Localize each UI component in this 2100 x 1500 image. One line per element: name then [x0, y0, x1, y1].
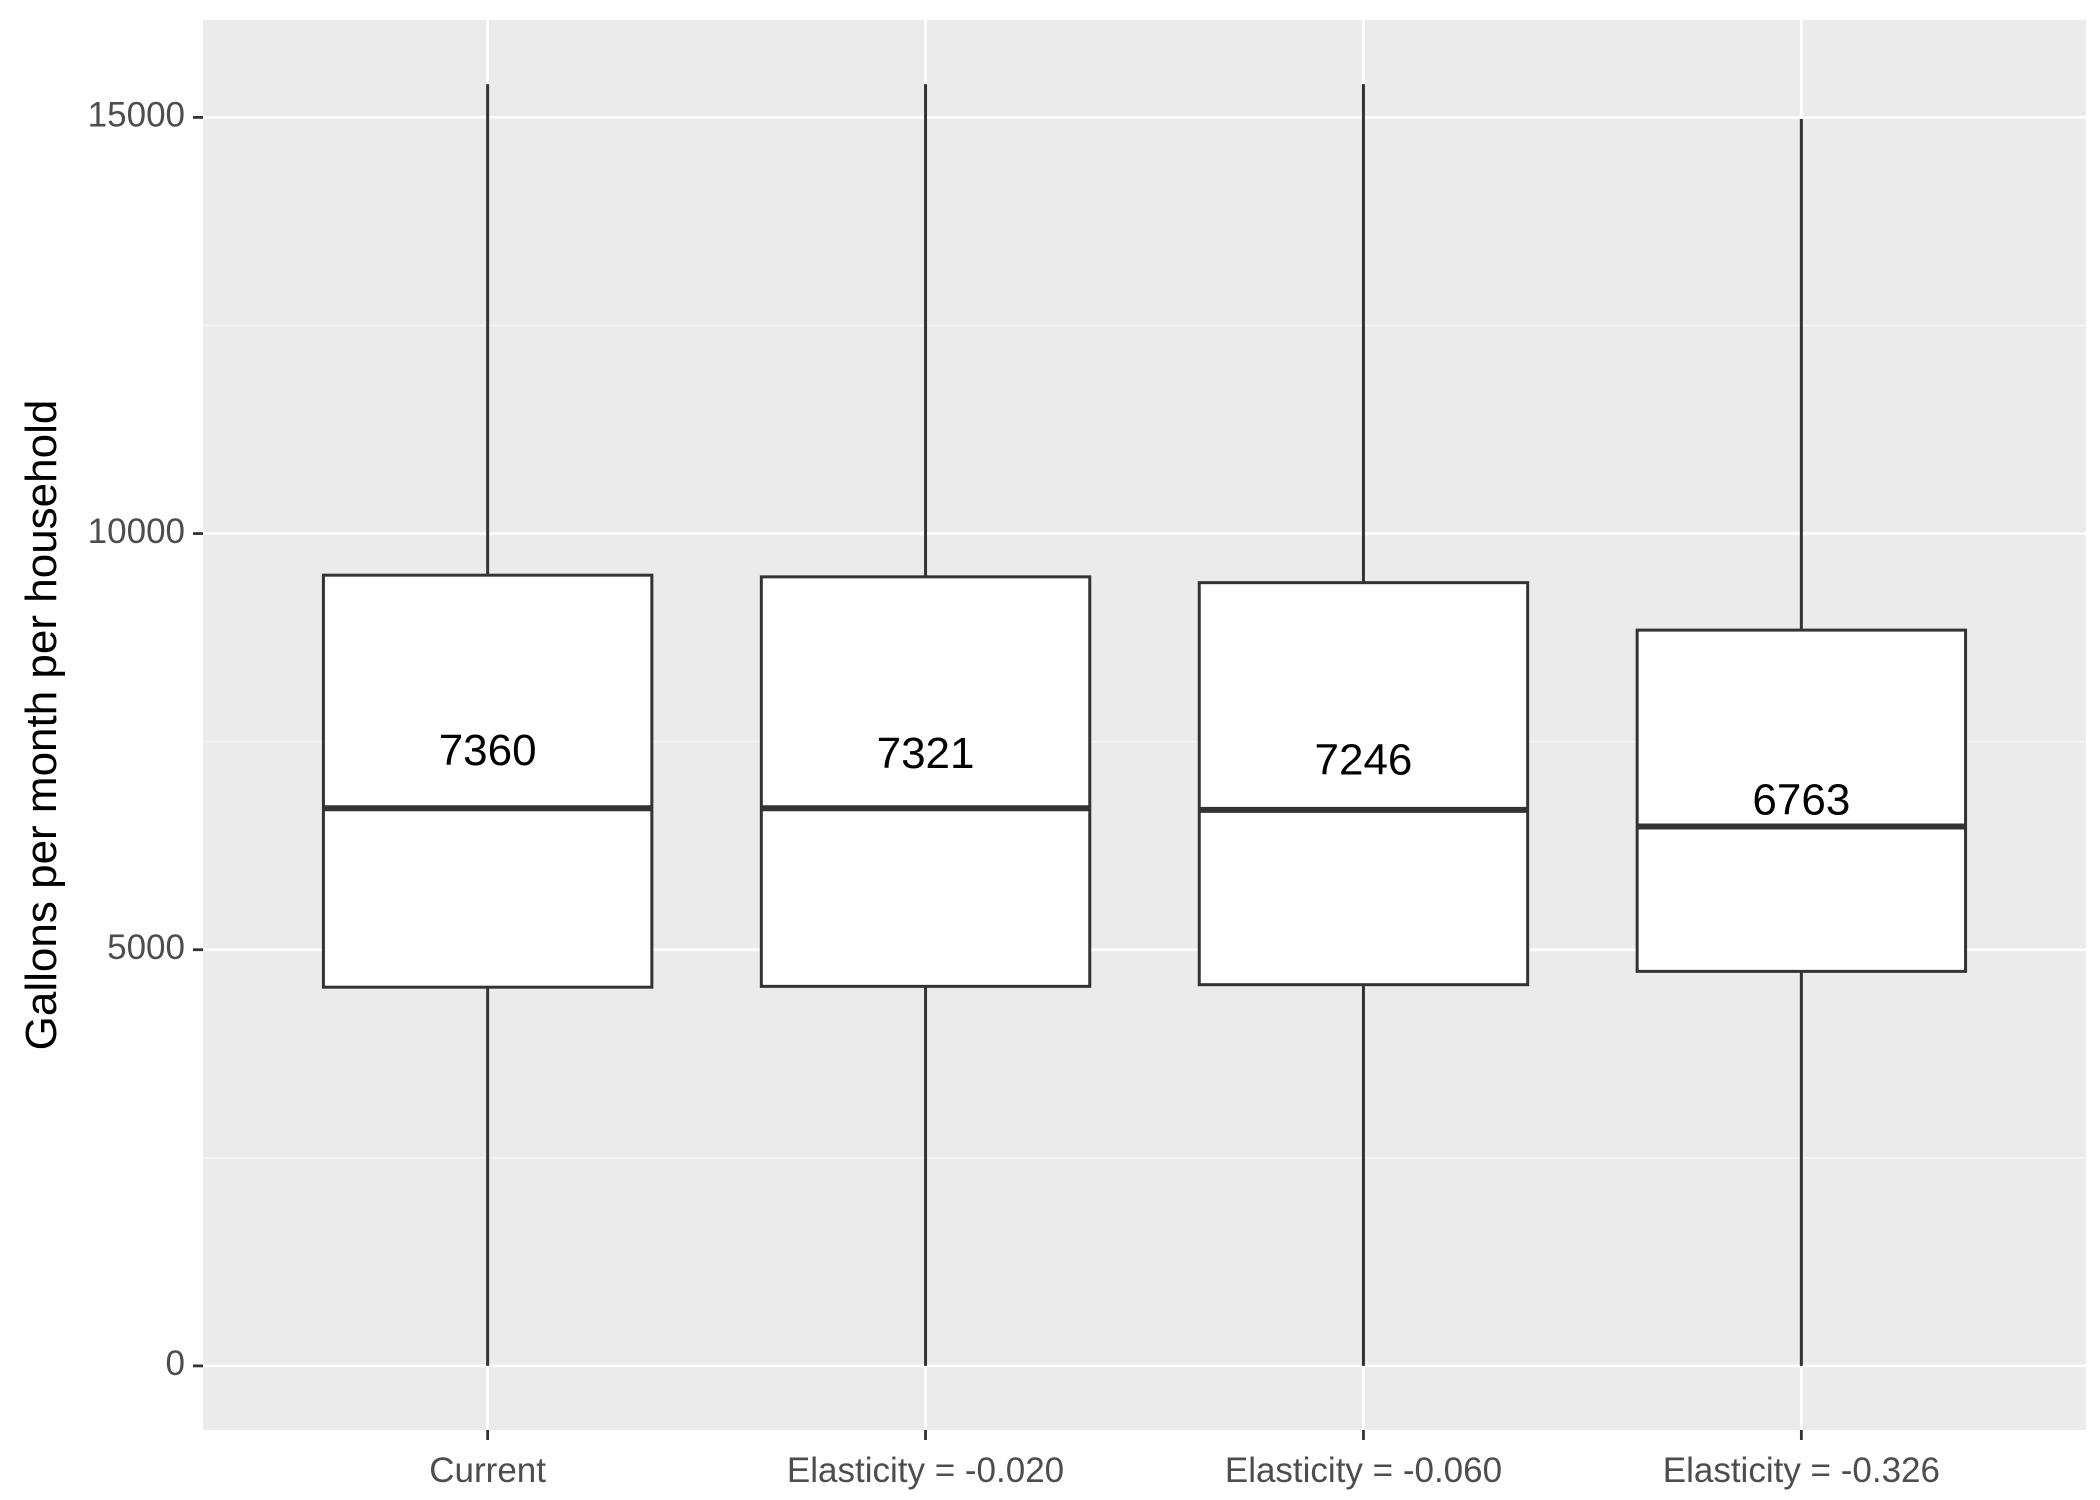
box-0: 7360 — [321, 84, 654, 1366]
box-body — [1635, 628, 1968, 973]
y-axis-label: Gallons per month per household — [17, 400, 66, 1051]
x-tick-label: Elasticity = -0.060 — [1225, 1451, 1502, 1490]
box-2: 7246 — [1197, 84, 1530, 1366]
y-tick-label: 10000 — [88, 512, 185, 551]
box-body — [1197, 581, 1530, 987]
y-axis: 0 5000 10000 15000 — [88, 96, 203, 1383]
y-tick-label: 5000 — [107, 928, 185, 967]
mean-value-label: 6763 — [1752, 776, 1850, 825]
x-tick-label: Current — [429, 1451, 546, 1490]
box-body — [321, 573, 654, 989]
x-tick-label: Elasticity = -0.326 — [1663, 1451, 1940, 1490]
mean-value-label: 7321 — [877, 729, 975, 778]
mean-value-label: 7246 — [1315, 735, 1413, 784]
x-tick-label: Elasticity = -0.020 — [787, 1451, 1064, 1490]
boxes: 7360 7321 7246 6763 — [321, 84, 1968, 1366]
x-axis: Current Elasticity = -0.020 Elasticity = -… — [429, 1430, 1940, 1490]
y-tick-label: 15000 — [88, 96, 185, 135]
mean-value-label: 7360 — [439, 726, 537, 775]
y-tick-label: 0 — [166, 1344, 185, 1383]
box-body — [759, 575, 1092, 988]
box-1: 7321 — [759, 84, 1092, 1366]
box-3: 6763 — [1635, 119, 1968, 1366]
